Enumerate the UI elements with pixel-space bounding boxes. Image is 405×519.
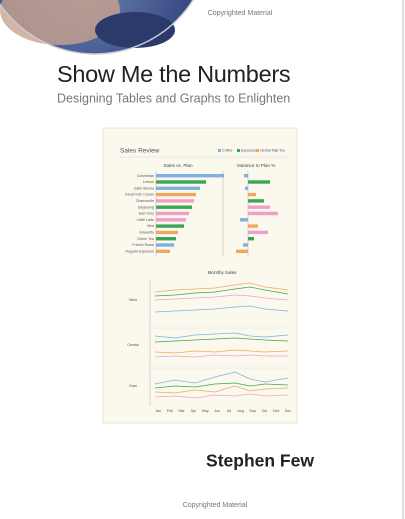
product-label: Chamomile: [136, 199, 154, 203]
month-label: Jan: [155, 409, 161, 413]
month-label: Jul: [227, 409, 232, 413]
region-label: West: [129, 298, 137, 302]
month-label: Mar: [179, 409, 186, 413]
legend-label: Coffee: [222, 149, 233, 153]
author-photo: [0, 0, 194, 55]
product-label: Colombian: [137, 174, 154, 178]
author: Stephen Few: [206, 451, 314, 471]
subtitle: Designing Tables and Graphs to Enlighten: [57, 91, 290, 105]
legend-label: Espresso: [241, 149, 256, 153]
month-label: Feb: [167, 409, 173, 413]
footer-note: Copyrighted Material: [183, 502, 248, 509]
product-label: Mint: [147, 224, 154, 228]
product-label: Amaretto: [139, 230, 154, 234]
product-label: Regular Espresso: [125, 249, 154, 253]
legend-swatch: [237, 149, 240, 152]
title: Show Me the Numbers: [57, 61, 290, 87]
product-label: Green Tea: [137, 237, 154, 241]
product-label: Decaf Irish Cream: [125, 193, 154, 197]
panel-title: Monthly Sales: [208, 270, 238, 275]
region-label: East: [129, 384, 136, 388]
legend-swatch: [218, 149, 221, 152]
month-label: Nov: [273, 409, 280, 413]
month-label: Oct: [262, 409, 268, 413]
variance-bars: [236, 171, 278, 256]
month-label: Jun: [214, 409, 220, 413]
product-label: Lemon: [143, 180, 154, 184]
panel-title: Sales vs. Plan: [163, 163, 193, 168]
panel-title: Variance to Plan %: [237, 163, 276, 168]
product-label: Caffe Latte: [136, 218, 154, 222]
monthly-lines: [149, 280, 290, 406]
month-label: May: [202, 409, 209, 413]
legend-swatch: [275, 149, 278, 152]
cover-chart-title: Sales Review: [120, 148, 160, 155]
region-label: Central: [127, 343, 139, 347]
product-label: Earl Grey: [139, 212, 154, 216]
product-label: Darjeeling: [138, 205, 154, 209]
legend-swatch: [256, 149, 259, 152]
month-label: Sep: [249, 409, 255, 413]
month-label: Dec: [285, 409, 292, 413]
legend-label: Herbal Tea: [260, 149, 277, 153]
product-label: French Roast: [132, 243, 154, 247]
legend-label: Tea: [279, 149, 285, 153]
sales-bars: [155, 171, 224, 256]
product-label: Caffe Mocha: [134, 186, 154, 190]
cover-chart-panel: [102, 127, 298, 424]
header-note: Copyrighted Material: [208, 10, 273, 17]
month-label: Aug: [238, 409, 244, 413]
month-label: Apr: [191, 409, 197, 413]
